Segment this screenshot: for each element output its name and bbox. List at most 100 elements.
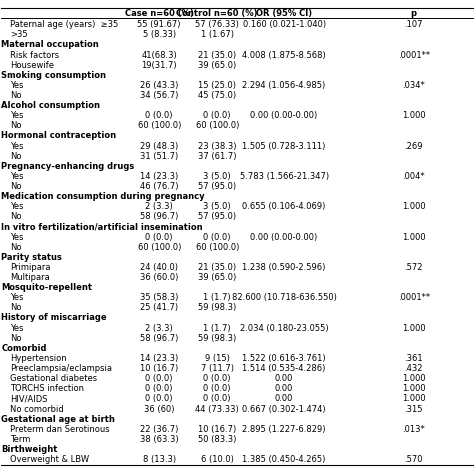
- Text: Yes: Yes: [10, 172, 23, 181]
- Text: 57 (95.0): 57 (95.0): [198, 212, 236, 221]
- Text: 26 (43.3): 26 (43.3): [140, 81, 178, 90]
- Text: Alcohol consumption: Alcohol consumption: [1, 101, 100, 110]
- Text: 5 (8.33): 5 (8.33): [143, 30, 176, 39]
- Text: 50 (83.3): 50 (83.3): [198, 435, 237, 444]
- Text: 8 (13.3): 8 (13.3): [143, 455, 176, 464]
- Text: Paternal age (years)  ≥35: Paternal age (years) ≥35: [10, 20, 118, 29]
- Text: 39 (65.0): 39 (65.0): [198, 273, 237, 282]
- Text: 1.514 (0.535-4.286): 1.514 (0.535-4.286): [242, 364, 326, 373]
- Text: .432: .432: [404, 364, 423, 373]
- Text: 1.505 (0.728-3.111): 1.505 (0.728-3.111): [242, 142, 326, 151]
- Text: 14 (23.3): 14 (23.3): [140, 172, 178, 181]
- Text: 0.667 (0.302-1.474): 0.667 (0.302-1.474): [242, 404, 326, 413]
- Text: Case n=60 (%): Case n=60 (%): [125, 9, 194, 18]
- Text: 0 (0.0): 0 (0.0): [146, 394, 173, 403]
- Text: 9 (15): 9 (15): [205, 354, 229, 363]
- Text: Comorbid: Comorbid: [1, 344, 47, 353]
- Text: 1.000: 1.000: [402, 374, 426, 383]
- Text: Birthweight: Birthweight: [1, 445, 58, 454]
- Text: 0 (0.0): 0 (0.0): [146, 374, 173, 383]
- Text: Pregnancy-enhancing drugs: Pregnancy-enhancing drugs: [1, 162, 135, 171]
- Text: No comorbid: No comorbid: [10, 404, 64, 413]
- Text: Preterm dan Serotinous: Preterm dan Serotinous: [10, 425, 109, 434]
- Text: 3 (5.0): 3 (5.0): [203, 172, 231, 181]
- Text: Multipara: Multipara: [10, 273, 50, 282]
- Text: 36 (60): 36 (60): [144, 404, 174, 413]
- Text: .315: .315: [404, 404, 423, 413]
- Text: 14 (23.3): 14 (23.3): [140, 354, 178, 363]
- Text: 0.00: 0.00: [275, 394, 293, 403]
- Text: 2.034 (0.180-23.055): 2.034 (0.180-23.055): [240, 324, 328, 333]
- Text: 0 (0.0): 0 (0.0): [203, 394, 231, 403]
- Text: .0001**: .0001**: [398, 51, 430, 60]
- Text: 0 (0.0): 0 (0.0): [146, 384, 173, 393]
- Text: 0 (0.0): 0 (0.0): [146, 233, 173, 242]
- Text: 59 (98.3): 59 (98.3): [198, 303, 237, 312]
- Text: No: No: [10, 303, 21, 312]
- Text: 0 (0.0): 0 (0.0): [203, 374, 231, 383]
- Text: 5.783 (1.566-21.347): 5.783 (1.566-21.347): [239, 172, 328, 181]
- Text: 1.000: 1.000: [402, 111, 426, 120]
- Text: 10 (16.7): 10 (16.7): [198, 425, 237, 434]
- Text: 58 (96.7): 58 (96.7): [140, 334, 178, 343]
- Text: .004*: .004*: [402, 172, 425, 181]
- Text: OR (95% CI): OR (95% CI): [256, 9, 312, 18]
- Text: 2 (3.3): 2 (3.3): [146, 202, 173, 211]
- Text: Preeclampsia/eclampsia: Preeclampsia/eclampsia: [10, 364, 112, 373]
- Text: Gestational diabetes: Gestational diabetes: [10, 374, 97, 383]
- Text: 25 (41.7): 25 (41.7): [140, 303, 178, 312]
- Text: No: No: [10, 91, 21, 100]
- Text: 59 (98.3): 59 (98.3): [198, 334, 237, 343]
- Text: 34 (56.7): 34 (56.7): [140, 91, 178, 100]
- Text: No: No: [10, 243, 21, 252]
- Text: 60 (100.0): 60 (100.0): [195, 243, 239, 252]
- Text: 0.655 (0.106-4.069): 0.655 (0.106-4.069): [242, 202, 326, 211]
- Text: 1 (1.7): 1 (1.7): [203, 293, 231, 302]
- Text: 0 (0.0): 0 (0.0): [203, 111, 231, 120]
- Text: History of miscarriage: History of miscarriage: [1, 313, 107, 322]
- Text: .570: .570: [404, 455, 423, 464]
- Text: p: p: [410, 9, 417, 18]
- Text: Overweight & LBW: Overweight & LBW: [10, 455, 89, 464]
- Text: Term: Term: [10, 435, 30, 444]
- Text: No: No: [10, 121, 21, 130]
- Text: 24 (40.0): 24 (40.0): [140, 263, 178, 272]
- Text: 60 (100.0): 60 (100.0): [137, 121, 181, 130]
- Text: 45 (75.0): 45 (75.0): [198, 91, 236, 100]
- Text: Control n=60 (%): Control n=60 (%): [176, 9, 258, 18]
- Text: No: No: [10, 152, 21, 161]
- Text: 15 (25.0): 15 (25.0): [198, 81, 236, 90]
- Text: Yes: Yes: [10, 142, 23, 151]
- Text: 10 (16.7): 10 (16.7): [140, 364, 178, 373]
- Text: TORCHS infection: TORCHS infection: [10, 384, 84, 393]
- Text: 0.00: 0.00: [275, 384, 293, 393]
- Text: Mosquito-repellent: Mosquito-repellent: [1, 283, 92, 292]
- Text: 38 (63.3): 38 (63.3): [140, 435, 179, 444]
- Text: Yes: Yes: [10, 233, 23, 242]
- Text: 82.600 (10.718-636.550): 82.600 (10.718-636.550): [232, 293, 337, 302]
- Text: Hypertension: Hypertension: [10, 354, 66, 363]
- Text: 44 (73.33): 44 (73.33): [195, 404, 239, 413]
- Text: 2 (3.3): 2 (3.3): [146, 324, 173, 333]
- Text: 0.00: 0.00: [275, 374, 293, 383]
- Text: 1 (1.67): 1 (1.67): [201, 30, 234, 39]
- Text: 29 (48.3): 29 (48.3): [140, 142, 178, 151]
- Text: 2.895 (1.227-6.829): 2.895 (1.227-6.829): [242, 425, 326, 434]
- Text: No: No: [10, 334, 21, 343]
- Text: Yes: Yes: [10, 202, 23, 211]
- Text: .269: .269: [404, 142, 423, 151]
- Text: 4.008 (1.875-8.568): 4.008 (1.875-8.568): [242, 51, 326, 60]
- Text: 21 (35.0): 21 (35.0): [198, 263, 236, 272]
- Text: 22 (36.7): 22 (36.7): [140, 425, 178, 434]
- Text: 1 (1.7): 1 (1.7): [203, 324, 231, 333]
- Text: .361: .361: [404, 354, 423, 363]
- Text: 1.385 (0.450-4.265): 1.385 (0.450-4.265): [242, 455, 326, 464]
- Text: Housewife: Housewife: [10, 61, 54, 70]
- Text: 37 (61.7): 37 (61.7): [198, 152, 237, 161]
- Text: .013*: .013*: [402, 425, 425, 434]
- Text: 1.522 (0.616-3.761): 1.522 (0.616-3.761): [242, 354, 326, 363]
- Text: 19(31.7): 19(31.7): [141, 61, 177, 70]
- Text: 60 (100.0): 60 (100.0): [195, 121, 239, 130]
- Text: 0.00 (0.00-0.00): 0.00 (0.00-0.00): [250, 233, 318, 242]
- Text: 1.000: 1.000: [402, 324, 426, 333]
